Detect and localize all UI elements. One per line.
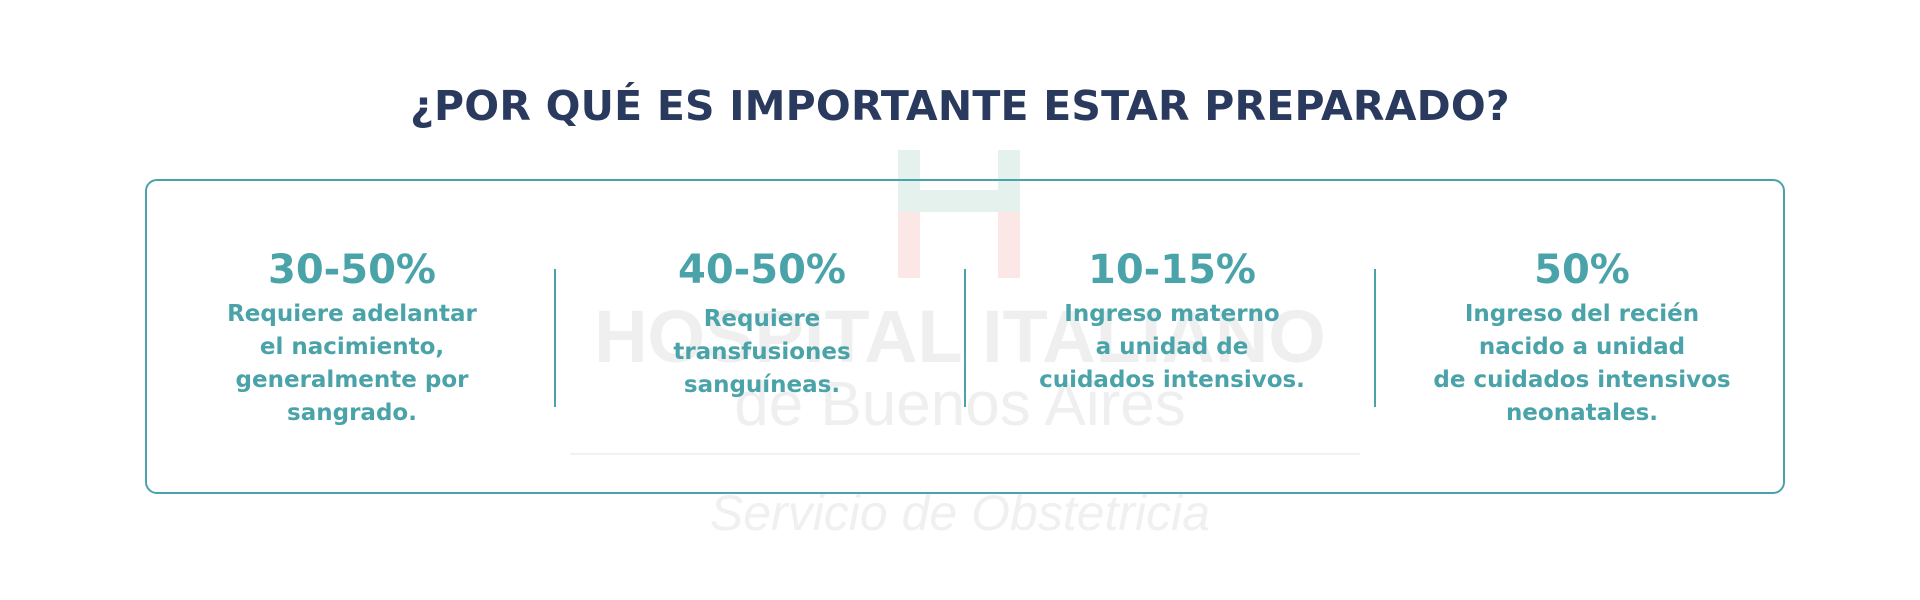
stat-divider: [554, 269, 556, 407]
stat-value: 40-50%: [677, 247, 846, 293]
stat-divider: [1374, 269, 1376, 407]
stat-description: Ingreso del recién nacido a unidad de cu…: [1433, 301, 1731, 426]
stat-description: Requiere transfusiones sanguíneas.: [673, 306, 851, 398]
stat-value: 10-15%: [1087, 247, 1256, 293]
stat-item: 50% Ingreso del recién nacido a unidad d…: [1377, 181, 1787, 492]
stats-panel: 30-50% Requiere adelantar el nacimiento,…: [145, 179, 1785, 494]
stat-value: 50%: [1534, 247, 1630, 293]
page-title: ¿POR QUÉ ES IMPORTANTE ESTAR PREPARADO?: [410, 82, 1510, 130]
stat-divider: [964, 269, 966, 407]
stat-description: Requiere adelantar el nacimiento, genera…: [227, 301, 477, 426]
stat-item: 30-50% Requiere adelantar el nacimiento,…: [147, 181, 557, 492]
stat-description: Ingreso materno a unidad de cuidados int…: [1039, 301, 1305, 393]
stat-item: 10-15% Ingreso materno a unidad de cuida…: [967, 181, 1377, 492]
stat-value: 30-50%: [267, 247, 436, 293]
stat-item: 40-50% Requiere transfusiones sanguíneas…: [557, 181, 967, 492]
